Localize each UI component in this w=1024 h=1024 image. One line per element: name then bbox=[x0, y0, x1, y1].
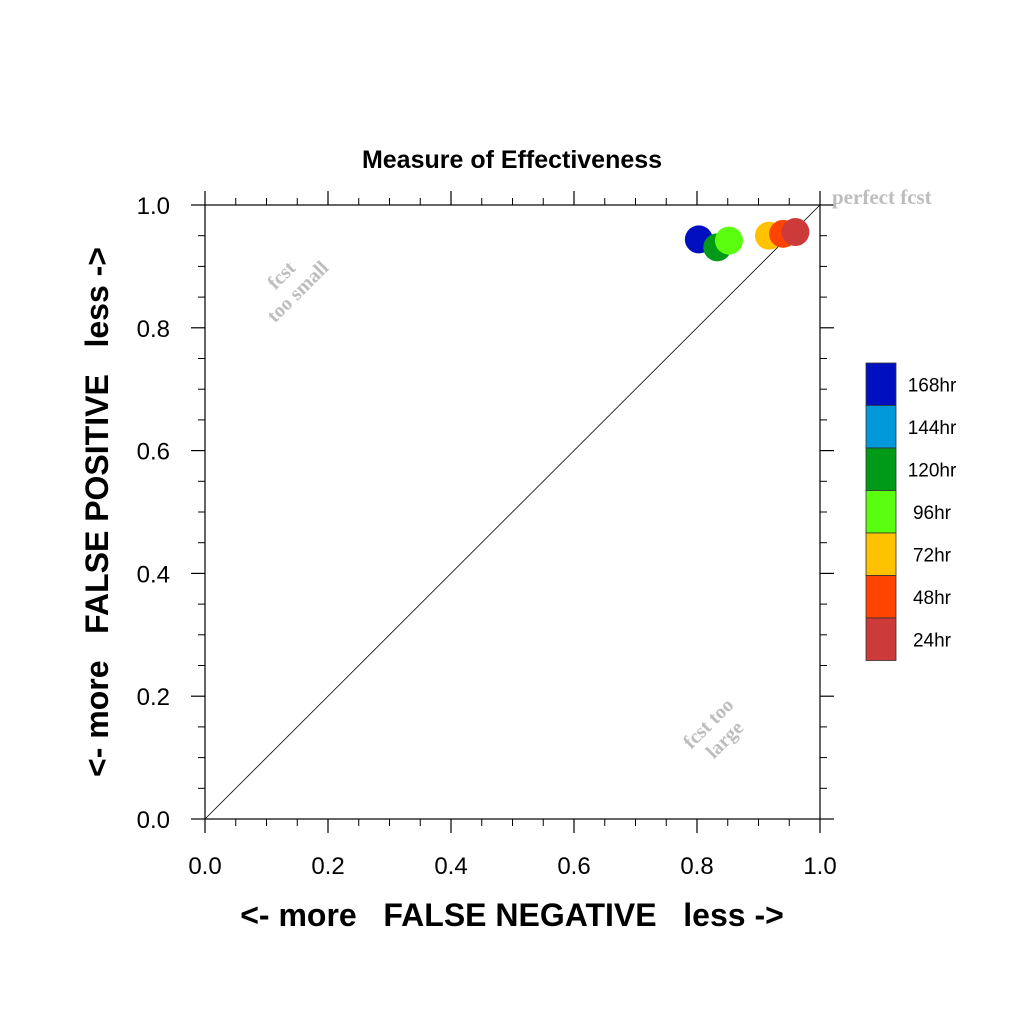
chart-title: Measure of Effectiveness bbox=[362, 146, 662, 174]
x-tick-label: 0.6 bbox=[557, 853, 590, 880]
point-96hr bbox=[714, 226, 743, 255]
legend-swatch-72hr bbox=[865, 532, 897, 576]
legend-label-96hr: 96hr bbox=[913, 503, 952, 524]
x-tick-label: 0.0 bbox=[188, 853, 221, 880]
legend-label-168hr: 168hr bbox=[908, 375, 957, 396]
minor-ticks bbox=[198, 198, 827, 826]
legend: 168hr 144hr 120hr 96hr 72hr 48hr 24hr bbox=[865, 362, 957, 661]
legend-swatch-48hr bbox=[865, 575, 897, 619]
x-tick-label: 0.8 bbox=[680, 853, 713, 880]
x-axis-label: <- more FALSE NEGATIVE less -> bbox=[240, 897, 784, 933]
y-axis-label: <- more FALSE POSITIVE less -> bbox=[79, 247, 115, 777]
y-tick-label: 0.0 bbox=[137, 807, 170, 834]
legend-label-24hr: 24hr bbox=[913, 630, 952, 651]
legend-swatch-144hr bbox=[865, 405, 897, 449]
legend-label-48hr: 48hr bbox=[913, 588, 952, 609]
y-tick-label: 0.6 bbox=[137, 439, 170, 466]
y-tick-label: 0.2 bbox=[137, 684, 170, 711]
x-tick-label: 0.2 bbox=[311, 853, 344, 880]
y-tick-label: 1.0 bbox=[137, 193, 170, 220]
legend-swatch-120hr bbox=[865, 447, 897, 491]
legend-swatch-96hr bbox=[865, 490, 897, 534]
annotation-too-large: fcst too large bbox=[679, 694, 748, 763]
y-tick-label: 0.8 bbox=[137, 316, 170, 343]
legend-swatch-24hr bbox=[865, 617, 897, 661]
legend-label-72hr: 72hr bbox=[913, 545, 952, 566]
perfect-forecast-diagonal bbox=[204, 204, 821, 820]
plot-area bbox=[191, 191, 834, 833]
x-tick-labels: 0.0 0.2 0.4 0.6 0.8 1.0 bbox=[188, 853, 836, 880]
plot-frame bbox=[204, 204, 821, 820]
annotation-too-small: fcst too small bbox=[263, 257, 333, 327]
major-ticks bbox=[191, 191, 834, 833]
annotation-perfect-forecast: perfect fcst bbox=[832, 185, 932, 209]
legend-swatch-168hr bbox=[865, 362, 897, 406]
y-tick-labels: 0.0 0.2 0.4 0.6 0.8 1.0 bbox=[137, 193, 170, 834]
x-tick-label: 1.0 bbox=[803, 853, 836, 880]
y-tick-label: 0.4 bbox=[137, 561, 170, 588]
x-tick-label: 0.4 bbox=[434, 853, 467, 880]
legend-label-144hr: 144hr bbox=[908, 418, 957, 439]
legend-label-120hr: 120hr bbox=[908, 460, 957, 481]
point-24hr bbox=[781, 218, 810, 247]
data-points bbox=[684, 218, 810, 262]
